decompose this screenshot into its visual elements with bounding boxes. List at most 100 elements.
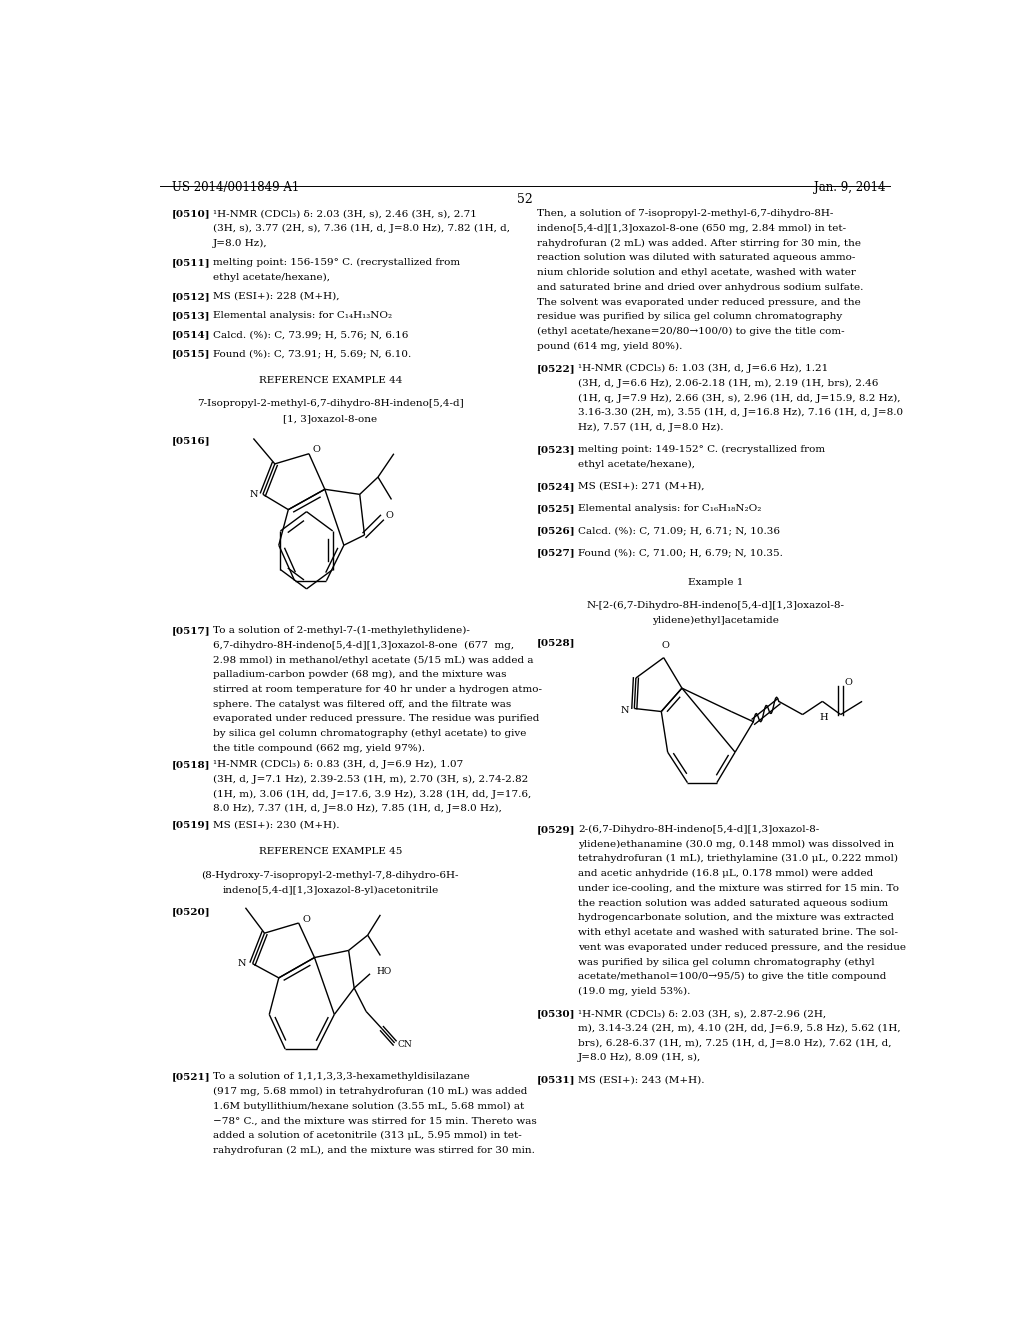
Text: HO: HO: [377, 968, 392, 977]
Text: [0513]: [0513]: [172, 312, 210, 319]
Text: (1H, q, J=7.9 Hz), 2.66 (3H, s), 2.96 (1H, dd, J=15.9, 8.2 Hz),: (1H, q, J=7.9 Hz), 2.66 (3H, s), 2.96 (1…: [578, 393, 900, 403]
Text: ¹H-NMR (CDCl₃) δ: 2.03 (3H, s), 2.46 (3H, s), 2.71: ¹H-NMR (CDCl₃) δ: 2.03 (3H, s), 2.46 (3H…: [213, 210, 477, 218]
Text: rahydrofuran (2 mL), and the mixture was stirred for 30 min.: rahydrofuran (2 mL), and the mixture was…: [213, 1146, 535, 1155]
Text: by silica gel column chromatography (ethyl acetate) to give: by silica gel column chromatography (eth…: [213, 729, 526, 738]
Text: ylidene)ethyl]acetamide: ylidene)ethyl]acetamide: [652, 616, 778, 626]
Text: tetrahydrofuran (1 mL), triethylamine (31.0 μL, 0.222 mmol): tetrahydrofuran (1 mL), triethylamine (3…: [578, 854, 898, 863]
Text: Found (%): C, 71.00; H, 6.79; N, 10.35.: Found (%): C, 71.00; H, 6.79; N, 10.35.: [578, 548, 782, 557]
Text: Example 1: Example 1: [687, 578, 743, 586]
Text: N: N: [238, 960, 247, 968]
Text: Then, a solution of 7-isopropyl-2-methyl-6,7-dihydro-8H-: Then, a solution of 7-isopropyl-2-methyl…: [537, 210, 834, 218]
Text: Elemental analysis: for C₁₆H₁₈N₂O₂: Elemental analysis: for C₁₆H₁₈N₂O₂: [578, 504, 762, 513]
Text: [0519]: [0519]: [172, 821, 210, 829]
Text: [0517]: [0517]: [172, 626, 210, 635]
Text: [0521]: [0521]: [172, 1072, 210, 1081]
Text: [0530]: [0530]: [537, 1008, 575, 1018]
Text: MS (ESI+): 230 (M+H).: MS (ESI+): 230 (M+H).: [213, 821, 339, 829]
Text: Jan. 9, 2014: Jan. 9, 2014: [814, 181, 886, 194]
Text: [0525]: [0525]: [537, 504, 575, 513]
Text: [0512]: [0512]: [172, 292, 210, 301]
Text: reaction solution was diluted with saturated aqueous ammo-: reaction solution was diluted with satur…: [537, 253, 855, 263]
Text: MS (ESI+): 243 (M+H).: MS (ESI+): 243 (M+H).: [578, 1076, 705, 1085]
Text: melting point: 156-159° C. (recrystallized from: melting point: 156-159° C. (recrystalliz…: [213, 257, 460, 267]
Text: 6,7-dihydro-8H-indeno[5,4-d][1,3]oxazol-8-one  (677  mg,: 6,7-dihydro-8H-indeno[5,4-d][1,3]oxazol-…: [213, 640, 514, 649]
Text: ¹H-NMR (CDCl₃) δ: 1.03 (3H, d, J=6.6 Hz), 1.21: ¹H-NMR (CDCl₃) δ: 1.03 (3H, d, J=6.6 Hz)…: [578, 364, 828, 374]
Text: To a solution of 2-methyl-7-(1-methylethylidene)-: To a solution of 2-methyl-7-(1-methyleth…: [213, 626, 470, 635]
Text: [0527]: [0527]: [537, 548, 575, 557]
Text: [0516]: [0516]: [172, 436, 210, 445]
Text: [0531]: [0531]: [537, 1076, 575, 1085]
Text: [0522]: [0522]: [537, 364, 575, 374]
Text: The solvent was evaporated under reduced pressure, and the: The solvent was evaporated under reduced…: [537, 297, 860, 306]
Text: [0511]: [0511]: [172, 257, 210, 267]
Text: (917 mg, 5.68 mmol) in tetrahydrofuran (10 mL) was added: (917 mg, 5.68 mmol) in tetrahydrofuran (…: [213, 1088, 527, 1097]
Text: O: O: [662, 642, 670, 649]
Text: 3.16-3.30 (2H, m), 3.55 (1H, d, J=16.8 Hz), 7.16 (1H, d, J=8.0: 3.16-3.30 (2H, m), 3.55 (1H, d, J=16.8 H…: [578, 408, 903, 417]
Text: (19.0 mg, yield 53%).: (19.0 mg, yield 53%).: [578, 987, 690, 997]
Text: ethyl acetate/hexane),: ethyl acetate/hexane),: [578, 459, 695, 469]
Text: N: N: [249, 490, 258, 499]
Text: stirred at room temperature for 40 hr under a hydrogen atmo-: stirred at room temperature for 40 hr un…: [213, 685, 542, 694]
Text: [1, 3]oxazol-8-one: [1, 3]oxazol-8-one: [284, 414, 378, 424]
Text: To a solution of 1,1,1,3,3,3-hexamethyldisilazane: To a solution of 1,1,1,3,3,3-hexamethyld…: [213, 1072, 470, 1081]
Text: palladium-carbon powder (68 mg), and the mixture was: palladium-carbon powder (68 mg), and the…: [213, 671, 507, 680]
Text: acetate/methanol=100/0→95/5) to give the title compound: acetate/methanol=100/0→95/5) to give the…: [578, 973, 887, 981]
Text: brs), 6.28-6.37 (1H, m), 7.25 (1H, d, J=8.0 Hz), 7.62 (1H, d,: brs), 6.28-6.37 (1H, m), 7.25 (1H, d, J=…: [578, 1039, 892, 1048]
Text: evaporated under reduced pressure. The residue was purified: evaporated under reduced pressure. The r…: [213, 714, 540, 723]
Text: CN: CN: [397, 1040, 413, 1049]
Text: vent was evaporated under reduced pressure, and the residue: vent was evaporated under reduced pressu…: [578, 942, 906, 952]
Text: and saturated brine and dried over anhydrous sodium sulfate.: and saturated brine and dried over anhyd…: [537, 282, 863, 292]
Text: O: O: [386, 511, 394, 520]
Text: Calcd. (%): C, 71.09; H, 6.71; N, 10.36: Calcd. (%): C, 71.09; H, 6.71; N, 10.36: [578, 527, 780, 535]
Text: ylidene)ethanamine (30.0 mg, 0.148 mmol) was dissolved in: ylidene)ethanamine (30.0 mg, 0.148 mmol)…: [578, 840, 894, 849]
Text: Elemental analysis: for C₁₄H₁₃NO₂: Elemental analysis: for C₁₄H₁₃NO₂: [213, 312, 392, 319]
Text: REFERENCE EXAMPLE 45: REFERENCE EXAMPLE 45: [259, 847, 402, 857]
Text: 52: 52: [517, 193, 532, 206]
Text: ethyl acetate/hexane),: ethyl acetate/hexane),: [213, 273, 330, 281]
Text: nium chloride solution and ethyl acetate, washed with water: nium chloride solution and ethyl acetate…: [537, 268, 856, 277]
Text: [0510]: [0510]: [172, 210, 210, 218]
Text: under ice-cooling, and the mixture was stirred for 15 min. To: under ice-cooling, and the mixture was s…: [578, 884, 899, 892]
Text: melting point: 149-152° C. (recrystallized from: melting point: 149-152° C. (recrystalliz…: [578, 445, 825, 454]
Text: m), 3.14-3.24 (2H, m), 4.10 (2H, dd, J=6.9, 5.8 Hz), 5.62 (1H,: m), 3.14-3.24 (2H, m), 4.10 (2H, dd, J=6…: [578, 1024, 900, 1034]
Text: [0526]: [0526]: [537, 527, 575, 535]
Text: H: H: [819, 713, 828, 722]
Text: N: N: [621, 706, 629, 715]
Text: (3H, d, J=7.1 Hz), 2.39-2.53 (1H, m), 2.70 (3H, s), 2.74-2.82: (3H, d, J=7.1 Hz), 2.39-2.53 (1H, m), 2.…: [213, 775, 528, 784]
Text: [0518]: [0518]: [172, 760, 210, 770]
Text: residue was purified by silica gel column chromatography: residue was purified by silica gel colum…: [537, 313, 842, 321]
Text: indeno[5,4-d][1,3]oxazol-8-one (650 mg, 2.84 mmol) in tet-: indeno[5,4-d][1,3]oxazol-8-one (650 mg, …: [537, 224, 846, 234]
Text: the title compound (662 mg, yield 97%).: the title compound (662 mg, yield 97%).: [213, 744, 425, 752]
Text: [0524]: [0524]: [537, 482, 575, 491]
Text: pound (614 mg, yield 80%).: pound (614 mg, yield 80%).: [537, 342, 682, 351]
Text: Calcd. (%): C, 73.99; H, 5.76; N, 6.16: Calcd. (%): C, 73.99; H, 5.76; N, 6.16: [213, 330, 409, 339]
Text: −78° C., and the mixture was stirred for 15 min. Thereto was: −78° C., and the mixture was stirred for…: [213, 1117, 537, 1126]
Text: sphere. The catalyst was filtered off, and the filtrate was: sphere. The catalyst was filtered off, a…: [213, 700, 511, 709]
Text: [0515]: [0515]: [172, 350, 210, 358]
Text: REFERENCE EXAMPLE 44: REFERENCE EXAMPLE 44: [259, 376, 402, 384]
Text: J=8.0 Hz), 8.09 (1H, s),: J=8.0 Hz), 8.09 (1H, s),: [578, 1053, 701, 1063]
Text: Hz), 7.57 (1H, d, J=8.0 Hz).: Hz), 7.57 (1H, d, J=8.0 Hz).: [578, 422, 724, 432]
Text: 2.98 mmol) in methanol/ethyl acetate (5/15 mL) was added a: 2.98 mmol) in methanol/ethyl acetate (5/…: [213, 656, 534, 664]
Text: [0529]: [0529]: [537, 825, 575, 834]
Text: (1H, m), 3.06 (1H, dd, J=17.6, 3.9 Hz), 3.28 (1H, dd, J=17.6,: (1H, m), 3.06 (1H, dd, J=17.6, 3.9 Hz), …: [213, 789, 531, 799]
Text: hydrogencarbonate solution, and the mixture was extracted: hydrogencarbonate solution, and the mixt…: [578, 913, 894, 923]
Text: was purified by silica gel column chromatography (ethyl: was purified by silica gel column chroma…: [578, 957, 874, 966]
Text: the reaction solution was added saturated aqueous sodium: the reaction solution was added saturate…: [578, 899, 888, 908]
Text: N-[2-(6,7-Dihydro-8H-indeno[5,4-d][1,3]oxazol-8-: N-[2-(6,7-Dihydro-8H-indeno[5,4-d][1,3]o…: [587, 601, 844, 610]
Text: (ethyl acetate/hexane=20/80→100/0) to give the title com-: (ethyl acetate/hexane=20/80→100/0) to gi…: [537, 327, 845, 337]
Text: with ethyl acetate and washed with saturated brine. The sol-: with ethyl acetate and washed with satur…: [578, 928, 898, 937]
Text: and acetic anhydride (16.8 μL, 0.178 mmol) were added: and acetic anhydride (16.8 μL, 0.178 mmo…: [578, 869, 873, 878]
Text: Found (%): C, 73.91; H, 5.69; N, 6.10.: Found (%): C, 73.91; H, 5.69; N, 6.10.: [213, 350, 412, 358]
Text: 8.0 Hz), 7.37 (1H, d, J=8.0 Hz), 7.85 (1H, d, J=8.0 Hz),: 8.0 Hz), 7.37 (1H, d, J=8.0 Hz), 7.85 (1…: [213, 804, 502, 813]
Text: [0520]: [0520]: [172, 907, 210, 916]
Text: O: O: [313, 445, 321, 454]
Text: rahydrofuran (2 mL) was added. After stirring for 30 min, the: rahydrofuran (2 mL) was added. After sti…: [537, 239, 861, 248]
Text: [0523]: [0523]: [537, 445, 575, 454]
Text: MS (ESI+): 228 (M+H),: MS (ESI+): 228 (M+H),: [213, 292, 339, 301]
Text: [0528]: [0528]: [537, 638, 575, 647]
Text: O: O: [303, 916, 310, 924]
Text: 1.6M butyllithium/hexane solution (3.55 mL, 5.68 mmol) at: 1.6M butyllithium/hexane solution (3.55 …: [213, 1102, 524, 1111]
Text: indeno[5,4-d][1,3]oxazol-8-yl)acetonitrile: indeno[5,4-d][1,3]oxazol-8-yl)acetonitri…: [222, 886, 438, 895]
Text: [0514]: [0514]: [172, 330, 210, 339]
